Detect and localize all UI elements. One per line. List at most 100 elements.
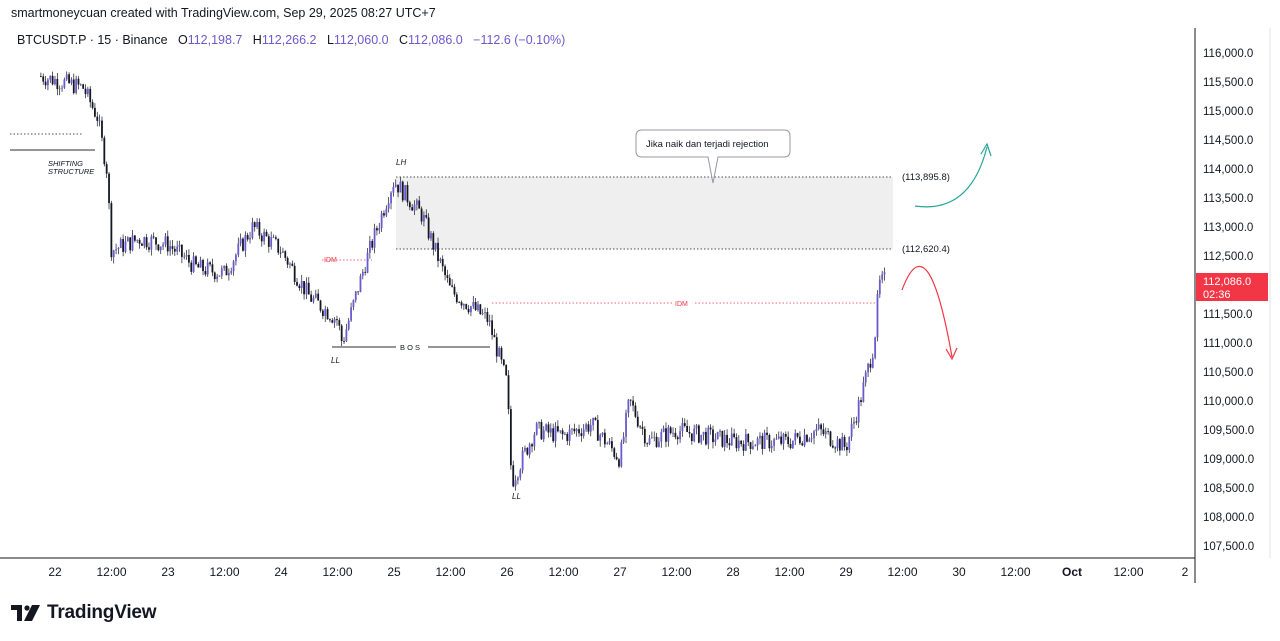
candle-body [296,281,298,286]
candle-body [848,436,851,451]
candle-body [874,337,877,358]
candle-body [850,423,853,437]
ll-label-2: LL [512,492,521,501]
current-price-tag[interactable]: 112,086.0 02:36 [1196,273,1268,301]
candle-body [65,74,68,80]
candle-body [152,236,155,238]
candle-body [430,233,432,239]
candle-body [307,282,310,295]
time-tick-label: 12:00 [548,565,578,579]
candle-body [321,310,324,317]
candle-body [554,426,557,442]
candle-body [599,435,602,441]
candle-body [277,238,280,253]
candle-body [653,436,656,438]
price-tick-label: 107,500.0 [1203,541,1254,553]
candle-body [615,456,618,460]
candle-body [84,88,87,95]
candle-body [324,309,327,317]
candle-body [112,250,115,258]
candle-body [122,239,125,252]
candle-body [723,434,726,447]
candle-body [319,300,322,311]
candle-body [639,426,642,428]
candle-body [531,444,533,447]
candle-body [618,459,620,467]
candle-body [432,233,435,250]
candle-body [747,434,750,443]
ll-label-1: LL [331,356,340,365]
candle-body [68,74,70,84]
candle-body [679,431,681,440]
candle-body [613,448,616,457]
candle-body [242,238,244,251]
open-label: O [177,33,188,47]
time-tick-label: 22 [48,565,62,579]
down-scenario-arrow[interactable] [901,265,953,358]
candle-body [126,237,129,242]
candle-body [524,447,526,451]
candle-body [298,285,301,289]
symbol-legend: BTCUSDT.P · 15 · Binance O112,198.7 H112… [17,33,565,47]
candle-body [561,430,564,435]
candle-body [380,213,383,228]
candle-body [418,200,421,209]
candle-body [625,412,627,437]
candle-body [533,434,536,447]
candle-body [528,444,531,455]
time-tick-label: 12:00 [1113,565,1143,579]
candle-body [737,440,740,449]
up-scenario-arrow[interactable] [914,146,988,208]
candle-body [571,428,573,430]
candle-body [495,337,498,357]
time-tick-label: 12:00 [1000,565,1030,579]
time-axis[interactable]: 22 12:00 23 12:00 24 12:00 25 12:00 26 12:00 27 12:… [48,565,1188,579]
current-price-value: 112,086.0 [1203,276,1251,288]
candle-body [42,76,45,82]
candle-body [763,432,766,449]
candle-body [789,444,792,448]
candle-body [566,433,569,441]
candle-body [719,430,721,432]
candle-body [143,237,146,246]
candle-body [415,200,418,205]
candle-body [49,75,52,80]
candle-body [70,79,73,84]
candle-body [491,320,493,335]
candle-body [752,446,754,449]
candle-body [481,313,484,315]
candle-body [535,423,538,435]
candle-body [507,375,510,410]
candle-body [787,436,790,445]
candle-body [733,433,736,438]
candle-body [744,434,747,451]
low-value: 112,060.0 [333,33,389,47]
candle-body [601,432,604,436]
candle-body [841,437,844,451]
time-tick-label: 2 [1182,565,1189,579]
callout-text: Jika naik dan terjadi rejection [646,139,769,150]
candle-body [164,236,167,245]
candle-body [575,429,578,432]
candle-body [517,477,519,481]
time-tick-label: 24 [274,565,288,579]
candle-body [390,192,392,204]
time-tick-label: Oct [1062,565,1082,579]
candle-body [361,271,364,276]
candle-body [413,204,416,211]
candle-body [453,286,456,295]
candle-body [352,300,355,308]
callout[interactable]: Jika naik dan terjadi rejection [635,129,791,184]
candle-body [244,235,247,251]
candle-body [688,432,691,434]
symbol-info[interactable]: BTCUSDT.P · 15 · Binance [17,33,168,47]
candle-body [72,79,75,94]
candle-body [540,422,543,440]
candle-body [636,416,639,427]
logo-text: TradingView [47,602,157,623]
candle-body [564,433,566,435]
candle-body [815,428,818,432]
candle-body [227,273,230,276]
supply-zone[interactable] [396,177,893,249]
